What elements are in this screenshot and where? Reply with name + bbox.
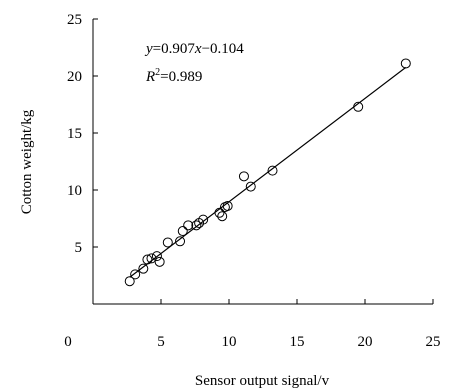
data-point [138, 263, 149, 274]
x-tick-label: 20 [358, 334, 373, 350]
r-squared: R2=0.989 [145, 67, 202, 85]
x-axis-label: Sensor output signal/v [195, 373, 330, 389]
data-point [267, 165, 278, 176]
data-point [400, 58, 411, 69]
data-point [217, 211, 228, 222]
data-point [151, 251, 162, 262]
y-tick-label: 15 [67, 126, 82, 142]
y-tick-label: 25 [67, 12, 82, 28]
y-tick-label: 5 [75, 240, 83, 256]
data-point [198, 214, 209, 225]
x-tick-label: 5 [157, 334, 165, 350]
y-tick-label: 20 [67, 69, 82, 85]
data-point [353, 101, 364, 112]
data-point [214, 207, 225, 218]
y-ticks: 5 10 15 20 25 [67, 12, 98, 256]
data-point [222, 200, 233, 211]
data-point [124, 276, 135, 287]
data-point [142, 254, 153, 265]
data-point [183, 220, 194, 231]
x-tick-label: 25 [426, 334, 441, 350]
data-point [245, 181, 256, 192]
regression-equation: y=0.907x−0.104 [144, 41, 244, 57]
x-tick-label: 0 [64, 334, 72, 350]
x-tick-label: 10 [222, 334, 237, 350]
data-point [238, 171, 249, 182]
data-point [177, 226, 188, 237]
data-point [130, 269, 141, 280]
y-tick-label: 10 [67, 183, 82, 199]
data-point [146, 253, 157, 264]
data-point [162, 237, 173, 248]
x-ticks: 0 5 10 15 20 25 [64, 299, 441, 350]
x-tick-label: 15 [290, 334, 305, 350]
data-point [175, 236, 186, 247]
data-point [154, 256, 165, 267]
data-point [191, 220, 202, 231]
data-points [124, 58, 411, 287]
y-axis-label: Cotton weight/kg [19, 109, 35, 214]
